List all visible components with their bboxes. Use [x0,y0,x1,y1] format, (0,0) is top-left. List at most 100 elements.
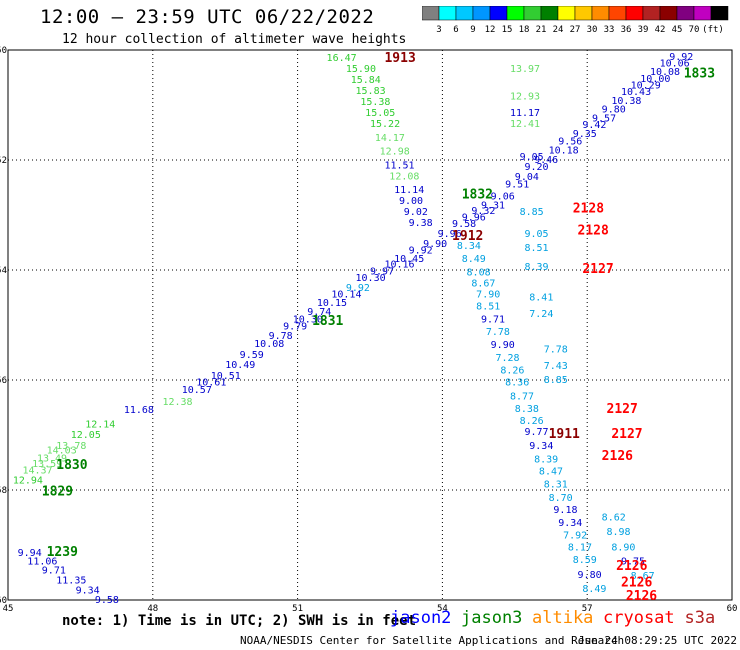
wave-height-point: 12.38 [162,397,192,408]
colorbar-tick-label: 70 [689,25,700,35]
wave-height-point: 8.67 [471,279,495,290]
x-tick-label: 54 [437,604,448,614]
wave-height-point: 9.02 [404,207,428,218]
x-tick-label: 60 [727,604,738,614]
wave-height-point: 9.94 [18,548,42,559]
y-tick-label: -58 [0,486,7,496]
footer-note: note: 1) Time is in UTC; 2) SWH is in fe… [62,613,417,629]
wave-height-point: 9.35 [573,129,597,140]
wave-height-point: 9.56 [558,137,582,148]
wave-height-point: 12.98 [380,147,410,158]
wave-height-point: 9.58 [95,595,119,606]
wave-height-point: 14.03 [47,446,77,457]
wave-height-point: 10.08 [254,339,284,350]
wave-height-point: 8.49 [462,254,486,265]
y-tick-label: -50 [0,46,7,56]
wave-height-point: 9.32 [471,206,495,217]
colorbar-tick-label: 6 [453,25,458,35]
pass-time-label: 2126 [621,575,652,590]
mission-legend-item: s3a [684,608,716,628]
wave-height-point: 10.16 [384,259,414,270]
wave-height-point: 11.35 [56,576,86,587]
pass-time-label: 2127 [607,402,638,417]
wave-height-point: 8.98 [607,527,631,538]
wave-height-point: 8.67 [631,571,655,582]
wave-height-point: 9.18 [553,505,577,516]
wave-height-point: 12.08 [389,171,419,182]
wave-height-point: 8.51 [476,302,500,313]
wave-height-point: 11.17 [510,108,540,119]
wave-height-point: 13.49 [37,453,67,464]
pass-time-label: 2128 [578,223,609,238]
wave-height-point: 9.34 [76,585,100,596]
pass-time-label: 2128 [573,201,604,216]
wave-height-point: 10.61 [196,378,226,389]
pass-time-label: 2126 [626,589,657,604]
pass-time-label: 1831 [312,314,343,329]
wave-height-point: 12.05 [71,430,101,441]
colorbar-tick-label: 15 [502,25,513,35]
wave-height-point: 15.83 [356,86,386,97]
pass-time-label: 1833 [684,67,715,82]
wave-height-point: 8.51 [524,243,548,254]
wave-height-point: 10.51 [211,371,241,382]
wave-height-point: 10.30 [293,314,323,325]
wave-height-point: 8.77 [510,391,534,402]
wave-height-point: 9.58 [452,219,476,230]
wave-height-point: 10.43 [621,87,651,98]
wave-height-point: 10.45 [394,254,424,265]
wave-height-point: 9.04 [515,172,539,183]
colorbar-tick-label: 36 [621,25,632,35]
wave-height-point: 8.85 [520,207,544,218]
wave-height-point: 8.38 [515,404,539,415]
wave-height-point: 7.90 [476,290,500,301]
colorbar-tick-label: 21 [536,25,547,35]
pass-time-label: 2127 [582,262,613,277]
plot-frame [7,49,733,601]
chart-subtitle: 12 hour collection of altimeter wave hei… [62,32,407,47]
wave-height-point: 9.79 [283,321,307,332]
wave-height-point: 10.38 [611,96,641,107]
wave-height-point: 8.62 [602,512,626,523]
wave-height-point: 9.80 [578,570,602,581]
colorbar-tick-label: 12 [485,25,496,35]
wave-height-point: 8.17 [568,543,592,554]
timestamp-text: Jun 24 08:29:25 UTC 2022 [578,634,737,647]
wave-height-point: 8.49 [582,584,606,595]
wave-height-point: 12.41 [510,119,540,130]
wave-height-point: 10.18 [549,145,579,156]
pass-time-label: 1911 [549,427,580,442]
colorbar-tick-label: 42 [655,25,666,35]
credit-text: NOAA/NESDIS Center for Satellite Applica… [240,634,625,647]
wave-height-point: 10.08 [650,67,680,78]
colorbar-tick-label: 18 [519,25,530,35]
colorbar-tick-label: 3 [436,25,441,35]
wave-height-point: 9.71 [42,566,66,577]
wave-height-point: 11.06 [27,556,57,567]
y-tick-label: -52 [0,156,7,166]
wave-height-point: 8.90 [611,543,635,554]
colorbar-tick-label: 33 [604,25,615,35]
wave-height-point: 14.17 [375,133,405,144]
wave-height-point: 9.97 [370,266,394,277]
pass-time-label: 1912 [452,229,483,244]
colorbar-tick-label: 30 [587,25,598,35]
wave-height-point: 9.96 [438,229,462,240]
wave-height-point: 11.68 [124,405,154,416]
wave-height-point: 7.92 [563,530,587,541]
wave-height-point: 12.94 [13,475,43,486]
wave-height-point: 9.59 [240,350,264,361]
wave-height-point: 8.36 [505,378,529,389]
wave-height-point: 7.28 [495,353,519,364]
mission-legend-item: jason2 [390,608,452,628]
colorbar-unit-label: (ft) [702,25,724,35]
wave-height-point: 9.96 [462,213,486,224]
wave-height-point: 8.31 [544,479,568,490]
x-tick-label: 45 [3,604,14,614]
x-tick-label: 51 [292,604,303,614]
wave-height-point: 9.92 [409,246,433,257]
pass-time-label: 1830 [56,458,87,473]
wave-height-point: 9.78 [269,331,293,342]
mission-legend-item: altika [532,608,594,628]
